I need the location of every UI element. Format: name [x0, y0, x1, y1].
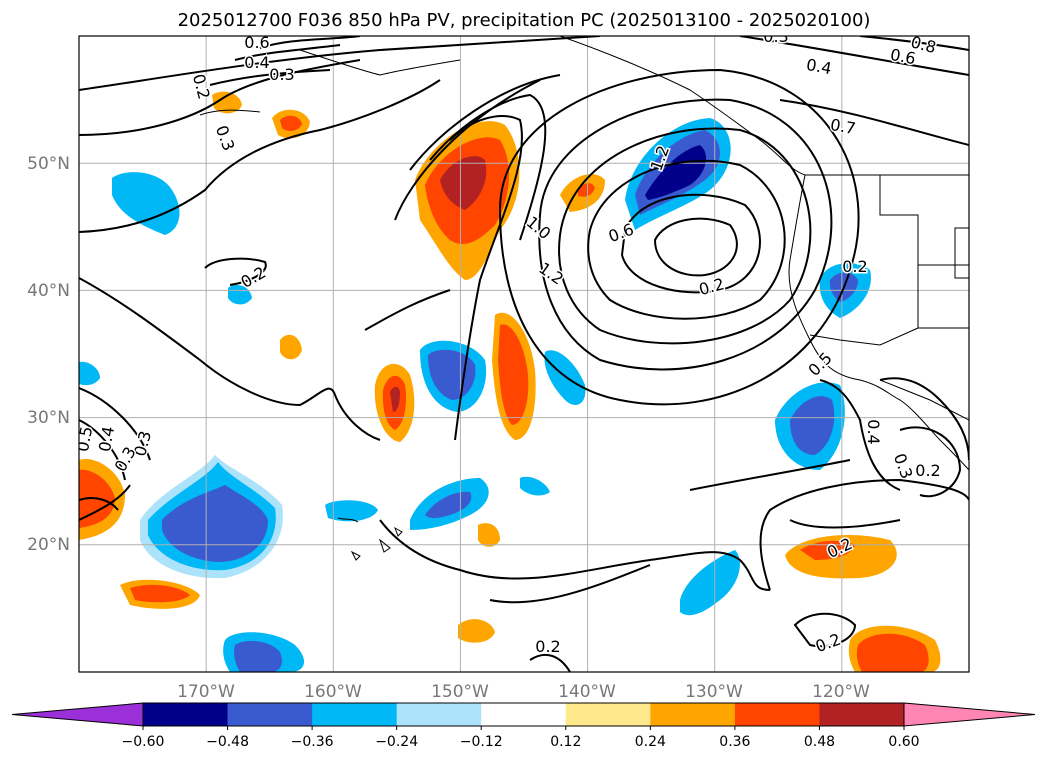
- contour-label: 0.4: [244, 53, 269, 72]
- precip-negative-region: [228, 285, 252, 305]
- precip-positive-region: [390, 386, 400, 412]
- precip-negative-region: [425, 491, 472, 519]
- colorbar-segment: [819, 703, 905, 726]
- precip-negative-region: [162, 485, 268, 562]
- colorbar-outline: [142, 702, 905, 727]
- precip-positive-region: [212, 91, 242, 114]
- precip-positive-region: [130, 584, 190, 603]
- precip-negative-region: [680, 550, 740, 616]
- colorbar-tick-label: 0.24: [635, 734, 666, 750]
- x-tick-label: 120°W: [812, 682, 870, 702]
- precip-positive-region: [478, 523, 500, 547]
- precip-positive-region: [280, 115, 302, 132]
- colorbar-tick-label: −0.60: [122, 734, 165, 750]
- x-tick-label: 150°W: [431, 682, 489, 702]
- colorbar-segment: [565, 703, 651, 726]
- precip-positive-region: [440, 156, 487, 210]
- figure-title: 2025012700 F036 850 hPa PV, precipitatio…: [178, 10, 871, 31]
- colorbar-segment: [143, 703, 229, 726]
- coastlines: [199, 36, 969, 561]
- colorbar-tick-label: −0.36: [291, 734, 334, 750]
- x-tick-label: 170°W: [177, 682, 235, 702]
- precip-positive-region: [578, 183, 595, 197]
- precip-negative-region: [520, 476, 550, 496]
- colorbar-tick-label: −0.12: [460, 734, 503, 750]
- colorbar-tick-label: −0.24: [375, 734, 418, 750]
- map-area: 0.60.40.30.20.30.20.30.4 0.60.80.71.01.21…: [79, 27, 969, 672]
- precip-positive-region: [498, 324, 529, 425]
- precip-positive-region: [800, 540, 855, 560]
- colorbar-segment: [227, 703, 313, 726]
- colorbar-extend-max: [903, 702, 1036, 727]
- map-frame: [78, 35, 970, 673]
- colorbar-tick-label: 0.36: [719, 734, 750, 750]
- contour-label: 0.4: [95, 425, 118, 453]
- x-tick-label: 140°W: [558, 682, 616, 702]
- precip-negative-region: [544, 350, 586, 405]
- y-tick-label: 30°N: [27, 408, 70, 428]
- colorbar-segment: [396, 703, 482, 726]
- grid-lines: [79, 36, 969, 672]
- precip-negative-region: [112, 172, 180, 235]
- contour-label: 0.2: [535, 637, 560, 656]
- colorbar-extend-min: [11, 702, 144, 727]
- colorbar-tick-label: 0.60: [888, 734, 919, 750]
- axis-labels: 170°W 160°W 150°W 140°W 130°W 120°W 50°N…: [27, 154, 870, 702]
- precip-positive-region: [458, 619, 495, 643]
- colorbar-tick-label: −0.48: [206, 734, 249, 750]
- precip-negative-region: [234, 640, 282, 672]
- contour-label: 0.6: [244, 33, 269, 52]
- precip-negative-region: [645, 145, 707, 200]
- y-tick-label: 50°N: [27, 154, 70, 174]
- contour-label: 0.4: [864, 419, 883, 444]
- contour-label: 0.2: [842, 257, 867, 276]
- contour-label: 0.3: [269, 65, 294, 84]
- pv-contours: [79, 36, 969, 672]
- colorbar-segment: [481, 703, 567, 726]
- colorbar-segment: [312, 703, 398, 726]
- precip-positive-region: [280, 334, 302, 360]
- precip-negative-region: [428, 349, 476, 400]
- contour-label: 0.8: [909, 32, 939, 57]
- contour-label: 0.3: [763, 27, 788, 46]
- colorbar-segment: [650, 703, 736, 726]
- y-tick-label: 20°N: [27, 535, 70, 555]
- colorbar: −0.60 −0.48 −0.36 −0.24 −0.12 0.12 0.24 0.36 0.4…: [11, 702, 1036, 750]
- colorbar-tick-label: 0.12: [550, 734, 581, 750]
- x-tick-label: 160°W: [304, 682, 362, 702]
- precip-positive-region: [856, 633, 929, 672]
- y-tick-label: 40°N: [27, 281, 70, 301]
- precip-negative-region: [325, 500, 378, 522]
- x-tick-label: 130°W: [685, 682, 743, 702]
- colorbar-segment: [734, 703, 820, 726]
- precip-negative-region: [790, 396, 835, 455]
- contour-label: 0.2: [915, 461, 940, 480]
- precip-negative-region: [79, 361, 100, 386]
- colorbar-tick-label: 0.48: [804, 734, 835, 750]
